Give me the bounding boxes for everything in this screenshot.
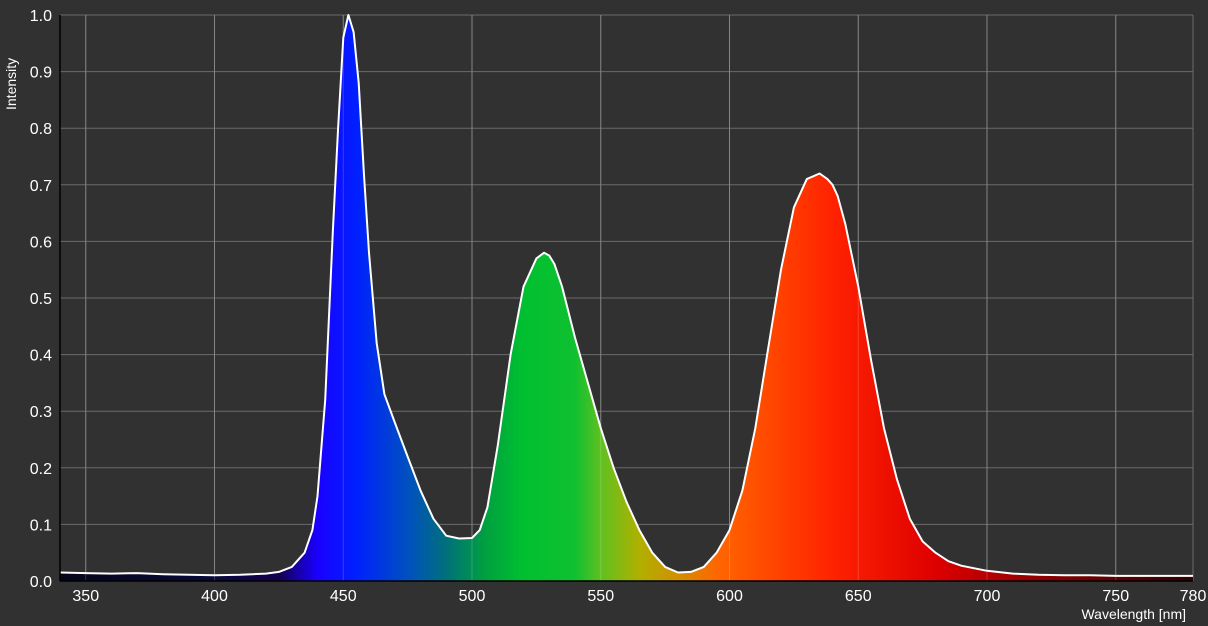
y-axis-title: Intensity: [3, 58, 19, 110]
y-tick-label: 0.4: [30, 348, 52, 365]
x-tick-labels: 350 400 450 500 550 600 650 700 750 780: [72, 588, 1206, 605]
y-tick-label: 0.1: [30, 517, 52, 534]
x-tick-label: 450: [330, 588, 357, 605]
spectrum-area: [59, 14, 1193, 581]
x-tick-label: 350: [72, 588, 99, 605]
y-tick-label: 0.8: [30, 121, 52, 138]
x-tick-label: 750: [1102, 588, 1129, 605]
x-tick-label: 700: [974, 588, 1001, 605]
spectrum-line: [59, 14, 1193, 577]
y-tick-labels: 0.0 0.1 0.2 0.3 0.4 0.5 0.6 0.7 0.8 0.9 1.0: [30, 8, 52, 591]
axes: [59, 15, 1193, 582]
x-tick-label: 550: [587, 588, 614, 605]
y-tick-label: 0.9: [30, 65, 52, 82]
x-tick-label: 650: [845, 588, 872, 605]
y-tick-label: 0.2: [30, 461, 52, 478]
y-tick-label: 0.7: [30, 178, 52, 195]
spectrum-fill: [60, 15, 1193, 581]
y-tick-label: 0.3: [30, 404, 52, 421]
x-axis-title: Wavelength [nm]: [1081, 606, 1186, 622]
x-tick-label: 400: [201, 588, 228, 605]
y-tick-label: 0.5: [30, 291, 52, 308]
x-tick-label: 780: [1180, 588, 1207, 605]
y-tick-label: 1.0: [30, 8, 52, 25]
y-tick-label: 0.6: [30, 234, 52, 251]
x-tick-label: 500: [459, 588, 486, 605]
y-tick-label: 0.0: [30, 574, 52, 591]
x-tick-label: 600: [716, 588, 743, 605]
